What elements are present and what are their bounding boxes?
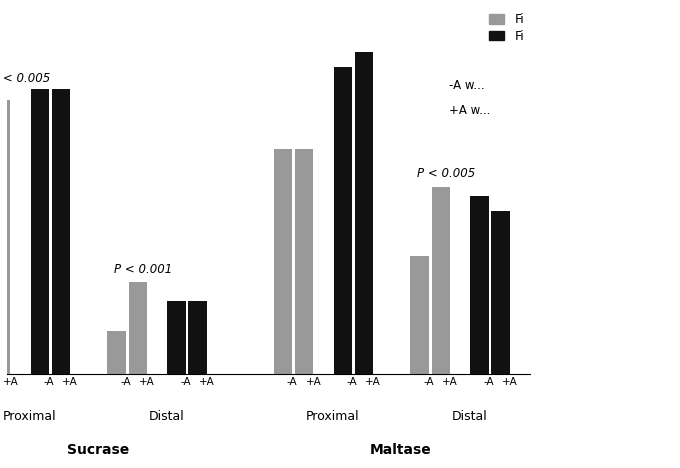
Bar xyxy=(0,100,10,374)
Bar xyxy=(274,149,292,374)
Text: P < 0.001: P < 0.001 xyxy=(114,263,172,276)
Text: Distal: Distal xyxy=(148,410,184,424)
Bar xyxy=(432,187,450,374)
Text: Proximal: Proximal xyxy=(306,410,360,424)
Bar xyxy=(52,89,70,374)
Bar xyxy=(188,301,207,374)
Text: Proximal: Proximal xyxy=(3,410,56,424)
Bar xyxy=(295,149,313,374)
Text: -A w...: -A w... xyxy=(449,79,485,92)
Text: Sucrase: Sucrase xyxy=(67,443,129,457)
Bar xyxy=(355,51,373,374)
Bar xyxy=(492,211,510,374)
Bar xyxy=(411,256,429,374)
Bar xyxy=(107,331,126,374)
Text: Maltase: Maltase xyxy=(370,443,432,457)
Bar xyxy=(167,301,186,374)
Text: +A w...: +A w... xyxy=(449,104,490,117)
Text: P < 0.005: P < 0.005 xyxy=(0,72,50,85)
Bar xyxy=(31,89,49,374)
Legend: Fi, Fi: Fi, Fi xyxy=(490,13,524,43)
Bar xyxy=(129,282,147,374)
Text: Distal: Distal xyxy=(452,410,487,424)
Bar xyxy=(334,66,352,374)
Text: P < 0.005: P < 0.005 xyxy=(417,168,475,180)
Bar xyxy=(470,196,488,374)
